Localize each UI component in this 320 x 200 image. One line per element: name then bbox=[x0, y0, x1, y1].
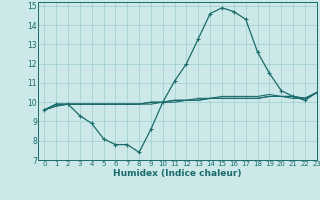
X-axis label: Humidex (Indice chaleur): Humidex (Indice chaleur) bbox=[113, 169, 242, 178]
